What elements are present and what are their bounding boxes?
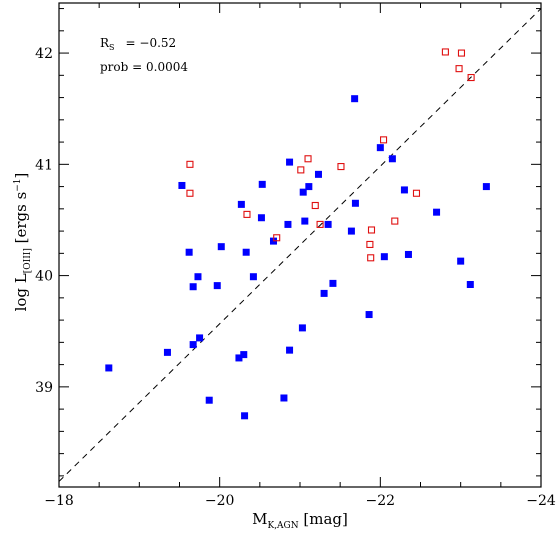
data-point-open xyxy=(367,254,375,262)
data-point-filled xyxy=(380,253,388,261)
data-point-open xyxy=(391,217,399,225)
data-point-filled xyxy=(178,181,186,189)
data-point-filled xyxy=(235,354,243,362)
y-tick-label: 42 xyxy=(35,46,53,62)
data-point-filled xyxy=(284,220,292,228)
data-point-open xyxy=(455,65,463,73)
data-point-filled xyxy=(189,283,197,291)
data-point-filled xyxy=(347,227,355,235)
x-tick-labels: −18 −20 −22 −24 xyxy=(44,493,556,509)
data-point-filled xyxy=(351,95,359,103)
x-axis-title: MK,AGN [mag] xyxy=(252,510,348,531)
data-point-open xyxy=(412,189,421,197)
data-point-open xyxy=(186,189,194,197)
data-point-filled xyxy=(258,180,266,188)
data-point-open xyxy=(304,155,312,163)
data-point-filled xyxy=(404,250,412,258)
data-point-open xyxy=(457,49,466,57)
data-point-filled xyxy=(196,334,204,342)
data-point-open xyxy=(467,73,475,82)
data-point-filled xyxy=(482,183,490,191)
data-point-open xyxy=(337,163,345,171)
probability-annotation: prob = 0.0004 xyxy=(100,60,188,74)
data-point-filled xyxy=(240,351,248,359)
data-point-filled xyxy=(301,217,309,225)
data-point-filled xyxy=(320,289,328,297)
axis-ticks xyxy=(58,3,542,487)
data-point-filled xyxy=(457,257,465,265)
data-point-filled xyxy=(286,158,294,166)
y-tick-labels: 39 40 41 42 xyxy=(35,46,53,396)
data-point-open xyxy=(441,48,449,56)
data-point-filled xyxy=(213,282,221,290)
data-point-filled xyxy=(433,208,441,216)
x-tick-label: −24 xyxy=(526,493,556,509)
data-point-filled xyxy=(257,214,265,222)
data-point-open xyxy=(367,226,376,234)
data-point-open xyxy=(273,234,281,242)
data-point-filled xyxy=(324,220,332,228)
data-point-open xyxy=(243,210,251,218)
data-point-filled xyxy=(242,248,250,256)
data-point-filled xyxy=(388,155,396,163)
data-point-open xyxy=(366,240,374,248)
x-tick-label: −22 xyxy=(366,493,396,509)
data-point-filled xyxy=(286,346,294,354)
data-point-filled xyxy=(314,170,322,178)
data-point-filled xyxy=(205,396,213,404)
data-point-filled xyxy=(185,248,193,256)
fit-line xyxy=(58,8,542,482)
y-tick-label: 39 xyxy=(35,380,53,396)
data-point-filled xyxy=(280,394,288,402)
x-tick-label: −18 xyxy=(44,493,74,509)
data-point-filled xyxy=(249,273,257,281)
data-point-filled xyxy=(305,183,313,191)
data-point-filled xyxy=(376,144,384,152)
data-point-filled xyxy=(105,364,113,372)
data-point-filled xyxy=(189,341,197,349)
spearman-annotation: RS = −0.52 xyxy=(100,36,176,52)
data-point-filled xyxy=(237,200,245,208)
data-point-filled xyxy=(400,186,408,194)
data-point-filled xyxy=(466,280,474,288)
data-point-open xyxy=(311,201,319,210)
data-point-open xyxy=(186,160,194,168)
data-point-filled xyxy=(365,311,373,319)
data-point-filled xyxy=(299,188,307,196)
y-axis-title: log L[OIII] [ergs s−1] xyxy=(12,173,33,312)
x-tick-label: −20 xyxy=(205,493,235,509)
y-tick-label: 40 xyxy=(35,269,53,285)
series-open-points xyxy=(186,48,475,262)
data-point-open xyxy=(297,166,305,174)
series-filled-points xyxy=(105,95,490,420)
data-point-filled xyxy=(298,324,306,332)
data-point-open xyxy=(379,136,388,144)
data-point-filled xyxy=(217,243,225,251)
data-point-filled xyxy=(241,412,249,420)
data-point-open xyxy=(316,220,324,228)
data-point-filled xyxy=(351,199,359,207)
y-tick-label: 41 xyxy=(35,157,53,173)
data-point-filled xyxy=(163,348,171,356)
data-point-filled xyxy=(194,273,202,281)
data-point-filled xyxy=(329,279,337,287)
